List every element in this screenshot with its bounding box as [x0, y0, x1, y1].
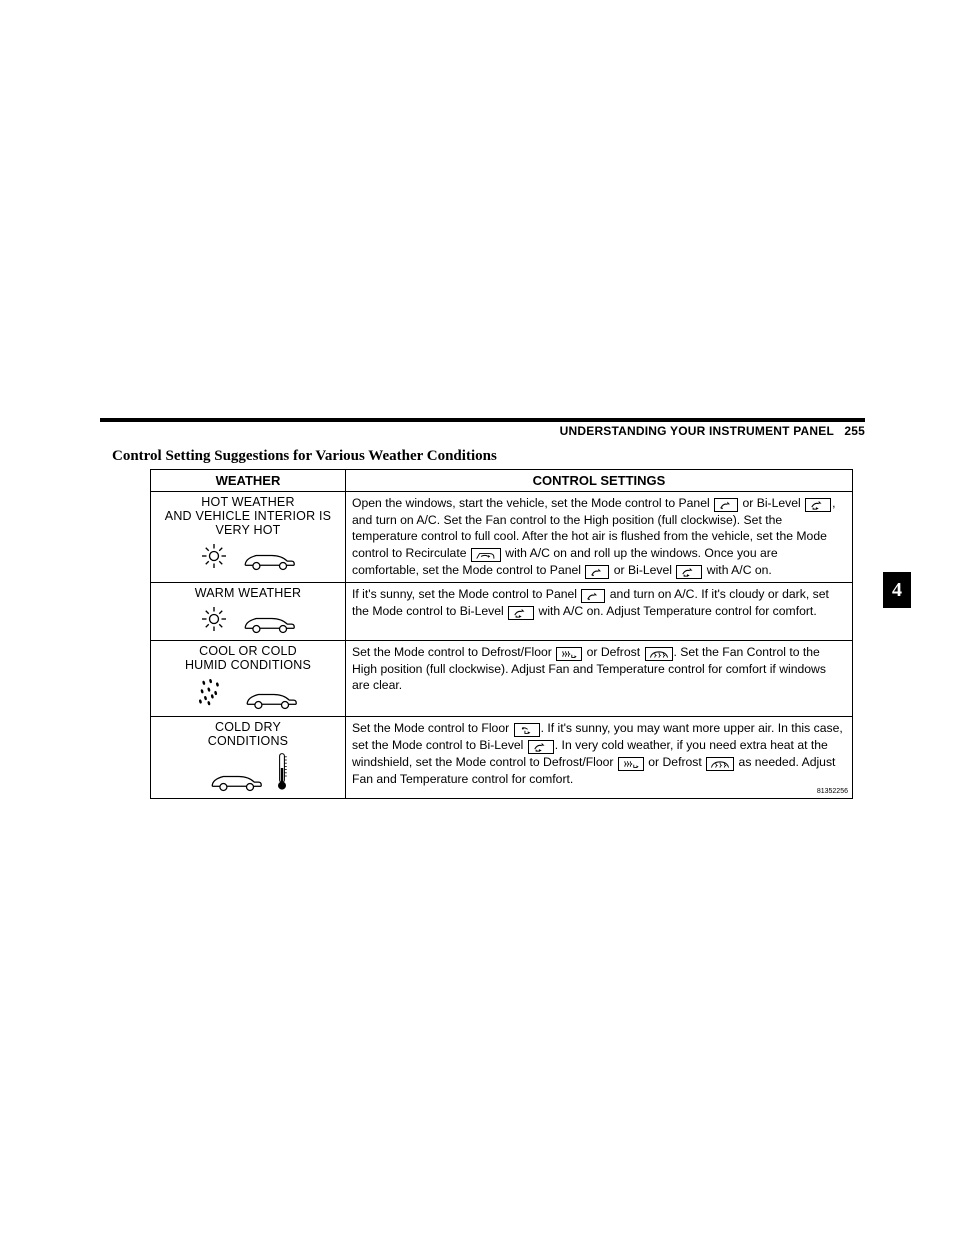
bilevel-mode-icon — [805, 498, 831, 512]
column-header-weather: WEATHER — [151, 470, 346, 492]
sun-icon — [199, 541, 229, 574]
weather-label: CONDITIONS — [157, 734, 339, 748]
weather-label: HOT WEATHER — [157, 495, 339, 509]
page-number: 255 — [844, 424, 865, 438]
bilevel-mode-icon — [508, 606, 534, 620]
weather-icon-row — [157, 604, 339, 637]
column-header-settings: CONTROL SETTINGS — [346, 470, 853, 492]
floor-mode-icon — [514, 723, 540, 737]
weather-cell: COOL OR COLDHUMID CONDITIONS — [151, 640, 346, 716]
section-title: UNDERSTANDING YOUR INSTRUMENT PANEL — [560, 424, 834, 438]
weather-icon-row — [157, 752, 339, 795]
panel-mode-icon — [581, 589, 605, 603]
weather-label: COOL OR COLD — [157, 644, 339, 658]
rain-icon — [197, 676, 231, 713]
bilevel-mode-icon — [528, 740, 554, 754]
defrost-icon — [706, 757, 734, 771]
settings-cell: Set the Mode control to Floor . If it's … — [346, 716, 853, 798]
sun-icon — [199, 604, 229, 637]
thermometer-icon — [276, 752, 288, 795]
page-title: Control Setting Suggestions for Various … — [112, 448, 865, 465]
car-icon — [208, 768, 264, 795]
car-icon — [243, 686, 299, 713]
defrost-floor-icon — [618, 757, 644, 771]
weather-label: WARM WEATHER — [157, 586, 339, 600]
weather-icon-row — [157, 541, 339, 574]
bilevel-mode-icon — [676, 565, 702, 579]
weather-cell: COLD DRYCONDITIONS — [151, 716, 346, 798]
table-row: COLD DRYCONDITIONSSet the Mode control t… — [151, 716, 853, 798]
car-icon — [241, 547, 297, 574]
weather-cell: WARM WEATHER — [151, 582, 346, 640]
panel-mode-icon — [714, 498, 738, 512]
table-row: WARM WEATHER If it's sunny, set the Mode … — [151, 582, 853, 640]
weather-label: HUMID CONDITIONS — [157, 658, 339, 672]
weather-cell: HOT WEATHERAND VEHICLE INTERIOR ISVERY H… — [151, 492, 346, 583]
chapter-tab: 4 — [883, 572, 911, 608]
page-header: UNDERSTANDING YOUR INSTRUMENT PANEL 255 — [100, 424, 865, 438]
table-row: COOL OR COLDHUMID CONDITIONSSet the Mode… — [151, 640, 853, 716]
recirculate-icon — [471, 548, 501, 562]
weather-label: VERY HOT — [157, 523, 339, 537]
car-icon — [241, 610, 297, 637]
figure-id: 81352256 — [817, 787, 848, 796]
weather-label: AND VEHICLE INTERIOR IS — [157, 509, 339, 523]
header-rule — [100, 418, 865, 422]
settings-cell: If it's sunny, set the Mode control to P… — [346, 582, 853, 640]
weather-label: COLD DRY — [157, 720, 339, 734]
weather-table: WEATHER CONTROL SETTINGS HOT WEATHERAND … — [150, 469, 853, 799]
defrost-floor-icon — [556, 647, 582, 661]
panel-mode-icon — [585, 565, 609, 579]
settings-cell: Set the Mode control to Defrost/Floor or… — [346, 640, 853, 716]
defrost-icon — [645, 647, 673, 661]
table-row: HOT WEATHERAND VEHICLE INTERIOR ISVERY H… — [151, 492, 853, 583]
weather-icon-row — [157, 676, 339, 713]
settings-cell: Open the windows, start the vehicle, set… — [346, 492, 853, 583]
page-content: UNDERSTANDING YOUR INSTRUMENT PANEL 255 … — [100, 418, 865, 799]
